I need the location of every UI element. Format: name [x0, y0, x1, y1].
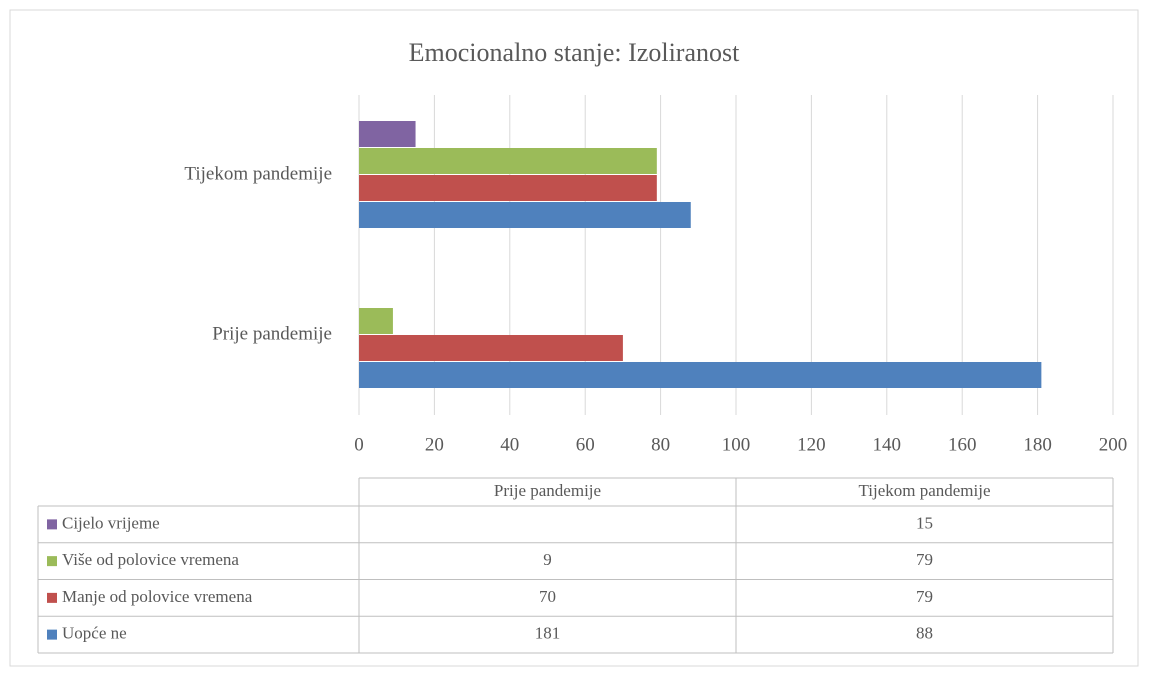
- table-value: 181: [535, 624, 561, 643]
- x-tick-label: 120: [797, 434, 826, 455]
- table-value: 70: [539, 587, 556, 606]
- legend-label: Manje od polovice vremena: [62, 587, 253, 606]
- x-tick-label: 20: [425, 434, 444, 455]
- legend-key: [47, 592, 57, 603]
- x-tick-label: 200: [1099, 434, 1128, 455]
- table-header: Prije pandemije: [494, 481, 601, 500]
- chart-title: Emocionalno stanje: Izoliranost: [409, 38, 740, 67]
- legend-key: [47, 556, 57, 567]
- bar: [359, 148, 657, 174]
- table-value: 88: [916, 624, 933, 643]
- legend-key: [47, 519, 57, 530]
- table-header: Tijekom pandemije: [858, 481, 990, 500]
- y-tick-label: Prije pandemije: [212, 323, 332, 344]
- table-value: 15: [916, 513, 933, 532]
- bar: [359, 202, 691, 228]
- bar: [359, 335, 623, 361]
- bar: [359, 308, 393, 334]
- x-tick-label: 0: [354, 434, 364, 455]
- x-tick-label: 80: [651, 434, 670, 455]
- legend-label: Cijelo vrijeme: [62, 513, 160, 532]
- legend-label: Uopće ne: [62, 624, 127, 643]
- bar: [359, 121, 416, 147]
- x-tick-label: 100: [722, 434, 751, 455]
- bar: [359, 362, 1042, 388]
- x-tick-label: 140: [873, 434, 902, 455]
- table-value: 79: [916, 550, 933, 569]
- y-tick-label: Tijekom pandemije: [184, 163, 332, 184]
- x-tick-label: 60: [576, 434, 595, 455]
- x-tick-label: 160: [948, 434, 977, 455]
- table-value: 9: [543, 550, 552, 569]
- x-tick-label: 180: [1023, 434, 1052, 455]
- bar: [359, 175, 657, 201]
- legend-label: Više od polovice vremena: [62, 550, 239, 569]
- x-tick-label: 40: [500, 434, 519, 455]
- legend-key: [47, 629, 57, 640]
- table-value: 79: [916, 587, 933, 606]
